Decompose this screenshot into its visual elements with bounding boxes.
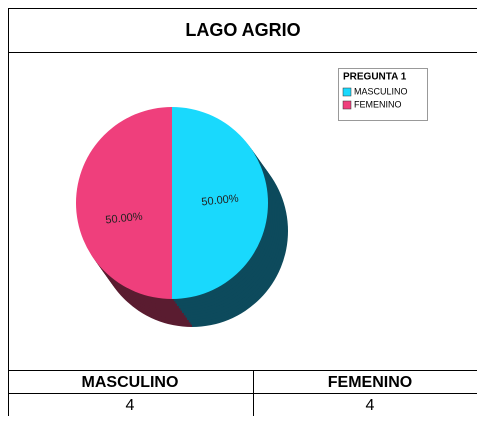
table-header: FEMENINO <box>328 374 412 391</box>
legend-label: MASCULINO <box>354 86 408 96</box>
legend-swatch <box>343 88 351 96</box>
table-header: MASCULINO <box>82 374 179 391</box>
chart-title: LAGO AGRIO <box>185 20 300 40</box>
legend-label: FEMENINO <box>354 99 402 109</box>
slice <box>76 107 172 299</box>
legend-title: PREGUNTA 1 <box>343 72 407 83</box>
table-cell: 4 <box>366 397 375 414</box>
table-cell: 4 <box>126 397 135 414</box>
legend-swatch <box>343 101 351 109</box>
